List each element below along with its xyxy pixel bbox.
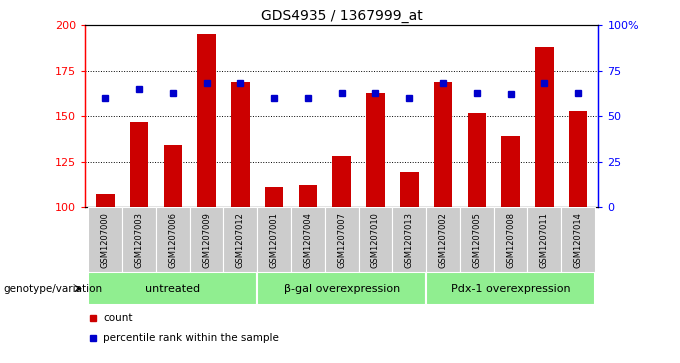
Title: GDS4935 / 1367999_at: GDS4935 / 1367999_at [261, 9, 422, 23]
Bar [434, 82, 452, 207]
Text: GSM1207012: GSM1207012 [236, 212, 245, 268]
Text: GSM1207007: GSM1207007 [337, 212, 346, 268]
Text: GSM1207011: GSM1207011 [540, 212, 549, 268]
Text: Pdx-1 overexpression: Pdx-1 overexpression [451, 284, 571, 294]
Bar [190, 207, 224, 272]
Bar [426, 207, 460, 272]
Bar [535, 47, 554, 207]
Bar [257, 207, 291, 272]
Bar [197, 34, 216, 207]
Bar [569, 111, 588, 207]
Bar [392, 207, 426, 272]
Text: GSM1207004: GSM1207004 [303, 212, 312, 268]
Bar [88, 272, 257, 305]
Bar [122, 207, 156, 272]
Text: GSM1207014: GSM1207014 [574, 212, 583, 268]
Bar [231, 82, 250, 207]
Bar [224, 207, 257, 272]
Bar [561, 207, 595, 272]
Text: GSM1207009: GSM1207009 [202, 212, 211, 268]
Text: GSM1207000: GSM1207000 [101, 212, 109, 268]
Bar [400, 172, 419, 207]
Bar [88, 207, 122, 272]
Text: GSM1207008: GSM1207008 [506, 212, 515, 268]
Bar [130, 122, 148, 207]
Text: GSM1207005: GSM1207005 [473, 212, 481, 268]
Bar [358, 207, 392, 272]
Text: GSM1207002: GSM1207002 [439, 212, 447, 268]
Text: GSM1207010: GSM1207010 [371, 212, 380, 268]
Text: GSM1207003: GSM1207003 [135, 212, 143, 268]
Bar [325, 207, 358, 272]
Bar [501, 136, 520, 207]
Text: count: count [103, 313, 133, 323]
Bar [528, 207, 561, 272]
Bar [163, 145, 182, 207]
Bar [96, 194, 114, 207]
Bar [257, 272, 426, 305]
Bar [156, 207, 190, 272]
Text: untreated: untreated [146, 284, 201, 294]
Bar [426, 272, 595, 305]
Text: β-gal overexpression: β-gal overexpression [284, 284, 400, 294]
Bar [333, 156, 351, 207]
Text: GSM1207001: GSM1207001 [270, 212, 279, 268]
Text: percentile rank within the sample: percentile rank within the sample [103, 333, 279, 343]
Bar [494, 207, 528, 272]
Bar [265, 187, 284, 207]
Bar [468, 113, 486, 207]
Text: genotype/variation: genotype/variation [3, 284, 103, 294]
Text: GSM1207013: GSM1207013 [405, 212, 413, 268]
Bar [367, 93, 385, 207]
Bar [291, 207, 325, 272]
Text: GSM1207006: GSM1207006 [169, 212, 177, 268]
Bar [299, 185, 317, 207]
Bar [460, 207, 494, 272]
